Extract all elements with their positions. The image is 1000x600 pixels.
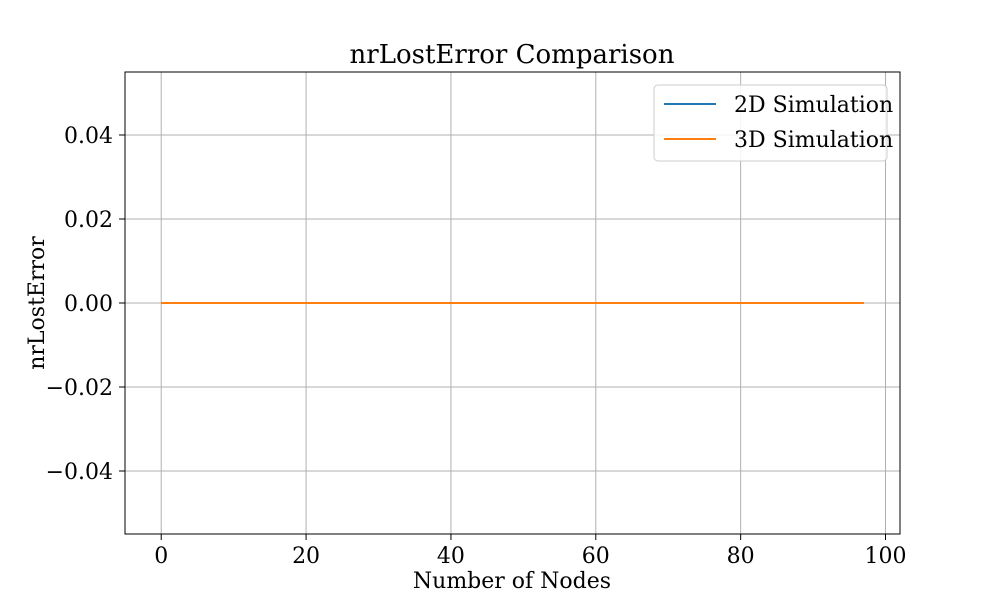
- x-axis-label: Number of Nodes: [413, 569, 611, 594]
- x-axis-ticks: 0 20 40 60 80 100: [154, 534, 907, 569]
- x-tick-label: 40: [437, 544, 465, 569]
- y-tick-label: 0.04: [64, 124, 113, 149]
- chart-title: nrLostError Comparison: [350, 40, 675, 70]
- y-axis-label: nrLostError: [25, 236, 50, 370]
- y-tick-label: −0.04: [46, 460, 113, 485]
- y-tick-label: 0.00: [64, 292, 113, 317]
- y-tick-label: 0.02: [64, 208, 113, 233]
- y-tick-label: −0.02: [46, 376, 113, 401]
- x-tick-label: 60: [582, 544, 610, 569]
- x-tick-label: 80: [727, 544, 755, 569]
- x-tick-label: 0: [154, 544, 168, 569]
- legend-label: 3D Simulation: [734, 128, 893, 153]
- legend: 2D Simulation 3D Simulation: [653, 84, 893, 162]
- y-axis-ticks: 0.04 0.02 0.00 −0.02 −0.04: [46, 124, 125, 485]
- x-tick-label: 100: [865, 544, 907, 569]
- legend-label: 2D Simulation: [734, 93, 893, 118]
- x-tick-label: 20: [292, 544, 320, 569]
